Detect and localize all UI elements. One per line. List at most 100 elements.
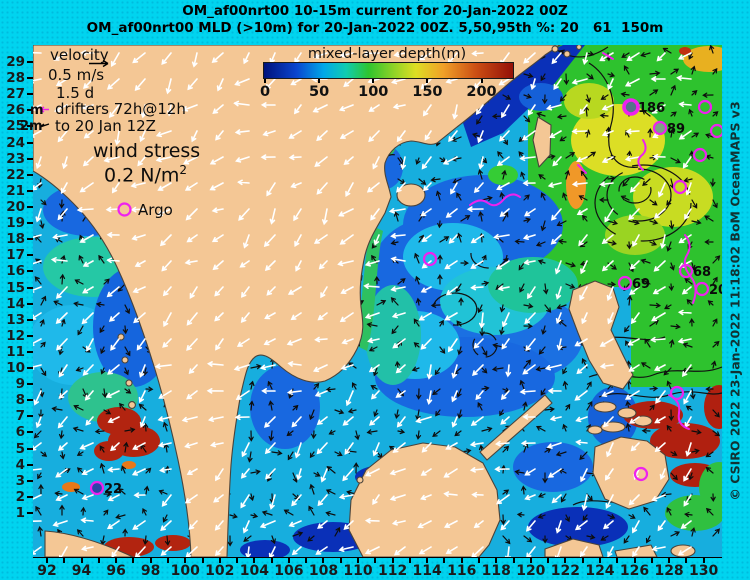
argo-marker (652, 120, 668, 136)
colorbar-tick (372, 79, 375, 83)
x-axis-tick (253, 557, 256, 563)
wind-stress-arrow-field (33, 50, 692, 557)
land-mindanao (592, 436, 670, 510)
y-axis-label: 17 (6, 247, 25, 264)
y-axis-tick (27, 415, 33, 418)
y-axis-label: 24 (6, 134, 25, 151)
x-axis-tick (339, 557, 342, 563)
drifters-label-1: drifters 72h@12h (55, 100, 186, 118)
argo-marker-label: 68 (693, 265, 711, 280)
argo-legend-icon (117, 202, 132, 217)
x-axis-tick (287, 557, 290, 563)
x-axis-label: 100 (170, 563, 200, 579)
land-sumatra (44, 530, 134, 557)
x-axis-tick (391, 557, 394, 563)
y-axis-tick (27, 205, 33, 208)
y-axis-label: 28 (6, 70, 25, 87)
y-axis-label: 13 (6, 311, 25, 328)
y-axis-label: 4 (15, 456, 25, 473)
wind-stress-label: wind stress (93, 140, 201, 162)
x-axis-tick (115, 557, 118, 563)
y-axis-tick (27, 77, 33, 80)
colorbar-tick (480, 79, 483, 83)
colorbar-tick (426, 79, 429, 83)
watermark: © CSIRO 2022 23-Jan-2022 11:18:02 BoM Oc… (727, 101, 743, 501)
page-title: OM_af00nrt00 10-15m current for 20-Jan-2… (182, 3, 568, 19)
y-axis-label: 26 (6, 102, 25, 119)
y-axis-tick (27, 141, 33, 144)
y-axis-tick (27, 334, 33, 337)
colorbar-title: mixed-layer depth(m) (307, 46, 467, 62)
edge-fragment-2: 2m (20, 119, 43, 134)
argo-marker (669, 385, 685, 401)
argo-marker (422, 251, 438, 267)
colorbar: mixed-layer depth(m) 0 50 100 150 200 (256, 46, 518, 100)
x-axis-tick (218, 557, 221, 563)
x-axis-label: 92 (37, 563, 57, 579)
x-axis-tick (512, 557, 515, 563)
x-axis-label: 98 (140, 563, 161, 579)
y-axis-label: 9 (15, 376, 25, 393)
argo-marker (622, 98, 640, 116)
y-axis-label: 3 (15, 472, 25, 489)
y-axis-label: 2 (15, 488, 25, 505)
argo-marker (678, 263, 694, 279)
x-axis-tick (495, 557, 498, 563)
y-axis-label: 25 (6, 118, 25, 135)
y-axis-tick (27, 238, 33, 241)
colorbar-tick-label: 0 (259, 84, 271, 100)
y-axis-tick (27, 157, 33, 160)
x-axis-label: 130 (689, 563, 719, 579)
x-axis-label: 114 (412, 563, 442, 579)
argo-marker-label: 69 (632, 277, 650, 292)
y-axis-tick (27, 463, 33, 466)
x-axis-label: 106 (274, 563, 304, 579)
y-axis-tick (27, 93, 33, 96)
colorbar-gradient (263, 62, 514, 79)
argo-label: Argo (138, 201, 173, 219)
x-axis-tick (322, 557, 325, 563)
x-axis-label: 102 (205, 563, 235, 579)
x-axis-tick (650, 557, 653, 563)
x-axis-label: 126 (619, 563, 650, 579)
y-axis-tick (27, 383, 33, 386)
x-axis-tick (236, 557, 239, 563)
y-axis-label: 5 (15, 440, 25, 457)
y-axis-label: 10 (6, 360, 25, 377)
colorbar-tick-label: 150 (412, 84, 443, 100)
drifters-label-2: to 20 Jan 12Z (55, 117, 156, 135)
x-axis-label: 112 (377, 563, 408, 579)
x-axis-tick (460, 557, 463, 563)
x-axis-label: 120 (516, 563, 546, 579)
x-axis-tick (529, 557, 532, 563)
x-axis-tick (184, 557, 187, 563)
y-axis-tick (27, 286, 33, 289)
y-axis-label: 18 (6, 231, 25, 248)
x-axis-tick (598, 557, 601, 563)
land-taiwan (532, 116, 552, 168)
y-axis-tick (27, 447, 33, 450)
argo-marker-label: 22 (104, 482, 122, 497)
x-axis-tick (443, 557, 446, 563)
argo-marker (692, 147, 708, 163)
y-axis-label: 7 (15, 408, 25, 425)
argo-marker-label: 89 (667, 122, 685, 137)
x-axis-label: 124 (585, 563, 615, 579)
x-axis-tick (132, 557, 135, 563)
y-axis-label: 21 (6, 182, 25, 199)
x-axis-tick (201, 557, 204, 563)
x-axis-tick (270, 557, 273, 563)
x-axis-tick (97, 557, 100, 563)
y-axis-tick (27, 270, 33, 273)
x-axis-tick (46, 557, 48, 563)
land-mainland-asia (33, 45, 561, 557)
x-axis-tick (166, 557, 169, 563)
x-axis-label: 110 (343, 563, 373, 579)
y-axis-label: 19 (6, 215, 25, 232)
argo-marker (709, 123, 722, 139)
x-axis-tick (581, 557, 584, 563)
y-axis-label: 15 (6, 279, 25, 296)
y-axis-tick (27, 479, 33, 482)
